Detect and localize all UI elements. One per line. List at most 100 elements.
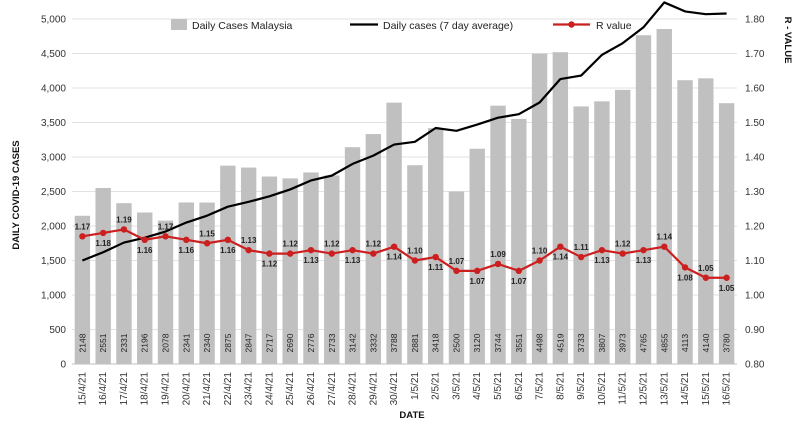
x-tick-label: 5/5/21 xyxy=(493,372,504,400)
bar xyxy=(261,176,278,364)
r-value-label: 1.16 xyxy=(137,246,153,255)
y2-tick-label: 1.20 xyxy=(745,222,765,233)
bar xyxy=(698,78,714,364)
r-point xyxy=(494,260,502,268)
r-point xyxy=(640,246,647,254)
r-point xyxy=(120,226,128,233)
y2-tick-label: 1.30 xyxy=(745,187,765,198)
r-value-label: 1.14 xyxy=(553,253,569,262)
r-value-label: 1.13 xyxy=(345,256,361,265)
bar xyxy=(74,215,91,364)
x-tick-label: 26/4/21 xyxy=(306,372,317,406)
bar-value-label: 2690 xyxy=(285,333,295,352)
x-tick-label: 8/5/21 xyxy=(555,372,566,400)
bar xyxy=(178,202,194,364)
legend-item-r-value: R value xyxy=(553,20,632,32)
r-point xyxy=(390,243,398,250)
x-tick-label: 16/5/21 xyxy=(722,372,733,406)
y-tick-label: 500 xyxy=(49,325,66,336)
r-point xyxy=(702,274,710,281)
r-point xyxy=(266,250,273,257)
bar xyxy=(240,167,257,364)
x-tick-label: 6/5/21 xyxy=(514,372,525,400)
x-tick-label: 15/5/21 xyxy=(701,372,712,406)
bar xyxy=(324,175,340,364)
x-tick-label: 15/4/21 xyxy=(77,372,88,406)
legend-label: R value xyxy=(596,20,632,32)
x-tick-label: 7/5/21 xyxy=(535,372,546,400)
bar-value-label: 3780 xyxy=(722,333,732,352)
bar-value-label: 3120 xyxy=(472,333,482,352)
legend-swatch-bar xyxy=(171,19,187,30)
r-value-label: 1.10 xyxy=(532,247,548,256)
x-tick-label: 30/4/21 xyxy=(389,372,400,406)
r-value-label: 1.05 xyxy=(719,284,735,293)
bar-value-label: 3418 xyxy=(431,333,441,352)
r-point xyxy=(370,250,377,257)
x-tick-label: 13/5/21 xyxy=(659,372,670,406)
axes: 0 500 1,000 1,500 2,000 2,500 3,000 3,500 4,000 4… xyxy=(41,15,765,406)
bar-value-label: 2881 xyxy=(410,333,420,352)
r-value-label: 1.10 xyxy=(407,247,423,256)
bar xyxy=(552,52,569,365)
r-value-label: 1.17 xyxy=(75,222,91,231)
bar xyxy=(490,105,506,364)
y-tick-label: 4,500 xyxy=(41,49,66,60)
y-tick-label: 2,500 xyxy=(41,187,66,198)
y-tick-label: 3,500 xyxy=(41,118,66,129)
bar-value-label: 2341 xyxy=(181,333,191,352)
r-point xyxy=(99,229,107,237)
x-tick-label: 11/5/21 xyxy=(618,372,629,405)
r-value-label: 1.18 xyxy=(95,239,111,248)
r-point xyxy=(661,243,668,250)
r-value-label: 1.11 xyxy=(574,243,590,252)
r-value-label: 1.05 xyxy=(698,264,714,273)
legend-label: Daily Cases Malaysia xyxy=(192,20,293,32)
x-tick-label: 10/5/21 xyxy=(597,372,608,406)
x-tick-label: 9/5/21 xyxy=(576,372,587,400)
bar-value-label: 4855 xyxy=(659,333,669,352)
bar-value-label: 2875 xyxy=(223,333,233,352)
y2-tick-label: 1.60 xyxy=(745,84,765,95)
y-tick-label: 3,000 xyxy=(41,153,66,164)
bar-value-label: 2196 xyxy=(140,333,150,352)
bar-value-label: 2500 xyxy=(451,333,461,352)
r-value-label: 1.12 xyxy=(324,240,340,249)
bar xyxy=(635,35,652,365)
bar xyxy=(511,118,527,364)
bars-daily-cases: 2148 2551 2331 2196 2078 2341 2340 2875 2847 2717… xyxy=(74,29,735,365)
y-tick-label: 1,500 xyxy=(41,256,66,267)
bar-value-label: 3744 xyxy=(493,333,503,352)
bar-value-label: 2733 xyxy=(327,333,337,352)
r-value-label: 1.14 xyxy=(386,253,402,262)
bar-value-label: 2847 xyxy=(244,333,254,352)
r-point xyxy=(723,274,730,281)
y-axis-title: DAILY COVID-19 CASES xyxy=(11,140,22,249)
line-7-day-average xyxy=(81,1,727,262)
bar-value-label: 4113 xyxy=(680,334,690,353)
x-tick-label: 29/4/21 xyxy=(368,372,379,406)
y2-tick-label: 1.50 xyxy=(745,118,765,129)
bar xyxy=(407,165,423,364)
r-point xyxy=(307,246,315,254)
bar xyxy=(282,178,298,364)
x-tick-label: 25/4/21 xyxy=(285,372,296,406)
r-point xyxy=(287,250,294,257)
bar xyxy=(531,53,548,364)
y2-tick-label: 1.00 xyxy=(745,291,765,302)
bar xyxy=(656,29,672,364)
r-value-label: 1.13 xyxy=(241,236,257,245)
x-tick-label: 14/5/21 xyxy=(680,372,691,406)
r-point xyxy=(79,233,86,240)
y2-tick-label: 0.90 xyxy=(745,325,765,336)
x-tick-label: 1/5/21 xyxy=(410,372,421,400)
r-line-path xyxy=(82,228,727,279)
r-value-label: 1.12 xyxy=(282,240,298,249)
y-tick-label: 2,000 xyxy=(41,222,66,233)
x-tick-label: 19/4/21 xyxy=(161,372,172,406)
r-point xyxy=(557,243,564,250)
avg-line-path xyxy=(81,1,727,262)
r-point xyxy=(328,250,335,257)
x-tick-label: 24/4/21 xyxy=(264,372,275,406)
